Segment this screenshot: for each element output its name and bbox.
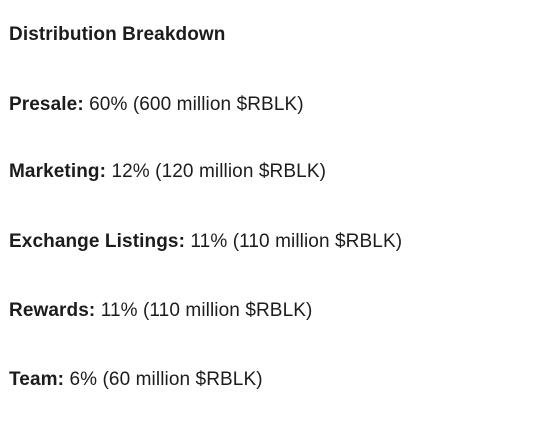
- item-label: Team:: [9, 369, 65, 390]
- item-label: Presale:: [9, 94, 84, 115]
- item-label: Marketing:: [9, 161, 107, 182]
- list-item-marketing: Marketing: 12% (120 million $RBLK): [9, 159, 326, 185]
- section-heading: Distribution Breakdown: [9, 24, 226, 45]
- item-value: 11% (110 million $RBLK): [95, 300, 313, 321]
- list-item-team: Team: 6% (60 million $RBLK): [9, 367, 263, 393]
- item-value: 11% (110 million $RBLK): [185, 231, 403, 252]
- list-item-exchange-listings: Exchange Listings: 11% (110 million $RBL…: [9, 229, 402, 255]
- item-value: 6% (60 million $RBLK): [64, 369, 263, 390]
- list-item-rewards: Rewards: 11% (110 million $RBLK): [9, 298, 312, 324]
- item-label: Rewards:: [9, 300, 96, 321]
- item-value: 12% (120 million $RBLK): [106, 161, 327, 182]
- item-value: 60% (600 million $RBLK): [83, 94, 304, 115]
- item-label: Exchange Listings:: [9, 231, 186, 252]
- list-item-presale: Presale: 60% (600 million $RBLK): [9, 92, 304, 118]
